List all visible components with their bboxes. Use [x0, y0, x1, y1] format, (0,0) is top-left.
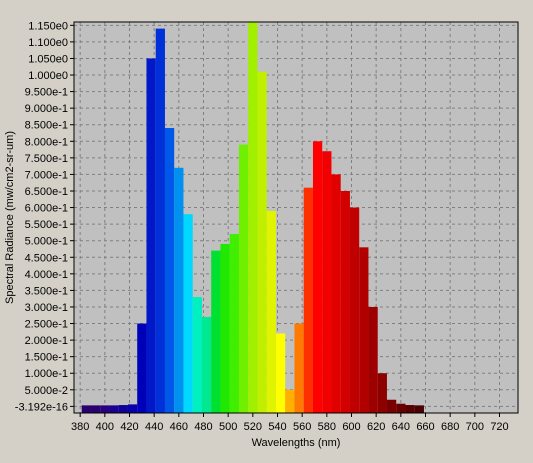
- x-tick-label: 560: [293, 421, 311, 433]
- bar: [238, 144, 249, 414]
- bar: [331, 174, 341, 413]
- x-tick-label: 480: [194, 421, 212, 433]
- bar: [81, 405, 91, 413]
- bar: [220, 244, 230, 413]
- x-tick-label: 540: [268, 421, 286, 433]
- bar: [201, 316, 212, 413]
- bar: [248, 22, 258, 413]
- bar: [137, 323, 147, 413]
- bar: [146, 58, 156, 413]
- y-tick-label: 4.500e-1: [25, 252, 68, 264]
- y-tick-label: 1.100e0: [28, 37, 68, 49]
- bar: [164, 128, 175, 413]
- y-tick-label: 9.000e-1: [25, 103, 68, 115]
- y-tick-label: 1.500e-1: [25, 352, 68, 364]
- bar: [312, 141, 323, 413]
- y-tick-label: 5.000e-1: [25, 236, 68, 248]
- x-tick-label: 640: [392, 421, 410, 433]
- bar: [359, 247, 369, 413]
- x-tick-label: 420: [120, 421, 138, 433]
- bar: [90, 405, 101, 413]
- bar: [340, 190, 350, 413]
- bar: [396, 403, 406, 413]
- bar: [229, 234, 239, 413]
- bar: [303, 187, 313, 413]
- bar: [192, 297, 202, 413]
- y-tick-label: 6.000e-1: [25, 203, 68, 215]
- y-axis-title: Spectral Radiance (mw/cm2-sr-um): [4, 131, 16, 304]
- bar: [266, 210, 276, 413]
- bar: [183, 214, 193, 413]
- y-tick-label: 5.500e-1: [25, 219, 68, 231]
- y-tick-label: 3.000e-1: [25, 302, 68, 314]
- bar: [100, 405, 110, 413]
- y-tick-label: 8.500e-1: [25, 120, 68, 132]
- bar: [285, 389, 295, 413]
- bar: [174, 167, 184, 413]
- y-tick-label: 1.000e0: [28, 70, 68, 82]
- bar: [349, 207, 360, 413]
- x-tick-label: 600: [342, 421, 360, 433]
- bar: [257, 71, 267, 413]
- plot-frame: [73, 21, 519, 414]
- y-tick-label: 1.150e0: [28, 20, 68, 32]
- x-tick-label: 720: [490, 421, 508, 433]
- x-tick-label: 400: [96, 421, 114, 433]
- bar: [405, 405, 415, 413]
- y-tick-label: 7.000e-1: [25, 169, 68, 181]
- bar: [155, 28, 165, 414]
- x-tick-label: 500: [219, 421, 237, 433]
- x-tick-label: 580: [318, 421, 336, 433]
- y-axis-ticks: 1.150e0 1.100e0 1.050e0 1.000e0 9.500e-1 9.00…: [15, 20, 74, 413]
- plot-border: [73, 21, 519, 414]
- y-tick-label: 8.000e-1: [25, 136, 68, 148]
- bar: [414, 405, 424, 413]
- x-axis-title: Wavelengths (nm): [252, 437, 341, 449]
- y-tick-label: 1.050e0: [28, 53, 68, 65]
- bar: [386, 399, 397, 413]
- bar: [118, 405, 128, 413]
- y-tick-label: 9.500e-1: [25, 87, 68, 99]
- bars: [81, 22, 424, 414]
- y-tick-label: -3.192e-16: [15, 401, 68, 413]
- y-tick-label: 3.500e-1: [25, 285, 68, 297]
- bar: [211, 250, 221, 413]
- x-axis-ticks: 380 400 420 440 460 480 500 520 540 560 580 600 620 6…: [71, 413, 509, 433]
- y-tick-label: 7.500e-1: [25, 153, 68, 165]
- y-tick-label: 1.000e-1: [25, 368, 68, 380]
- y-tick-label: 6.500e-1: [25, 186, 68, 198]
- y-tick-label: 2.000e-1: [25, 335, 68, 347]
- x-tick-label: 520: [244, 421, 262, 433]
- bar: [109, 405, 119, 413]
- x-tick-label: 380: [71, 421, 89, 433]
- x-tick-label: 660: [416, 421, 434, 433]
- x-tick-label: 440: [145, 421, 163, 433]
- bar: [322, 151, 332, 413]
- x-tick-label: 700: [466, 421, 484, 433]
- y-tick-label: 2.500e-1: [25, 319, 68, 331]
- bar: [368, 306, 378, 413]
- bar: [294, 323, 304, 413]
- x-tick-label: 460: [170, 421, 188, 433]
- bar: [377, 373, 387, 413]
- bar: [275, 333, 286, 413]
- x-tick-label: 680: [441, 421, 459, 433]
- y-tick-label: 5.000e-2: [25, 385, 68, 397]
- bar: [127, 404, 138, 413]
- y-tick-label: 4.000e-1: [25, 269, 68, 281]
- x-tick-label: 620: [367, 421, 385, 433]
